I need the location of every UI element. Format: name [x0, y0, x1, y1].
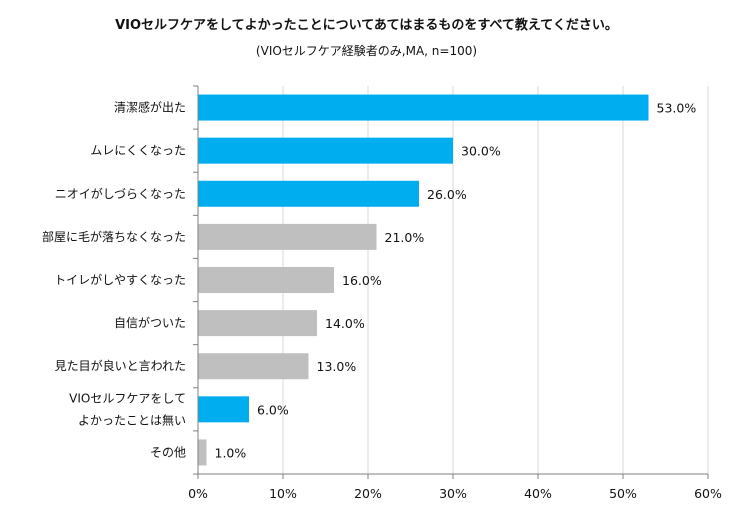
x-tick-label: 50%: [609, 486, 637, 501]
category-label: ムレにくくなった: [90, 144, 186, 158]
bar: [198, 223, 377, 250]
bar: [198, 180, 419, 207]
category-label: トイレがしやすくなった: [54, 272, 186, 287]
category-label: 部屋に毛が落ちなくなった: [42, 229, 186, 244]
value-label: 30.0%: [461, 144, 501, 159]
x-tick-label: 40%: [524, 486, 552, 501]
chart-title: VIOセルフケアをしてよかったことについてあてはまるものをすべて教えてください。: [115, 18, 618, 33]
category-label: その他: [150, 445, 186, 459]
value-label: 26.0%: [427, 187, 467, 202]
x-tick-label: 0%: [188, 486, 208, 501]
chart-subtitle: (VIOセルフケア経験者のみ,MA, n=100): [255, 44, 478, 58]
value-label: 1.0%: [215, 445, 247, 460]
category-label: VIOセルフケアをしてよかったことは無い: [69, 391, 186, 427]
value-label: 16.0%: [342, 273, 382, 288]
x-tick-label: 30%: [439, 486, 467, 501]
bar: [198, 439, 207, 466]
x-tick-label: 20%: [354, 486, 382, 501]
value-label: 53.0%: [657, 101, 697, 116]
x-tick-label: 10%: [269, 486, 297, 501]
value-label: 14.0%: [325, 316, 365, 331]
category-label: 自信がついた: [114, 315, 186, 330]
bar: [198, 267, 334, 293]
category-label: 見た目が良いと言われた: [55, 358, 186, 373]
category-label: ニオイがしづらくなった: [55, 186, 186, 201]
value-label: 6.0%: [257, 402, 289, 417]
category-label: 清潔感が出た: [114, 100, 186, 115]
value-label: 21.0%: [385, 230, 425, 245]
x-tick-label: 60%: [694, 486, 722, 501]
bar: [198, 310, 317, 337]
bar: [198, 396, 249, 423]
bar: [198, 353, 309, 380]
bar: [198, 94, 649, 121]
bar: [198, 137, 453, 164]
value-label: 13.0%: [317, 359, 357, 374]
